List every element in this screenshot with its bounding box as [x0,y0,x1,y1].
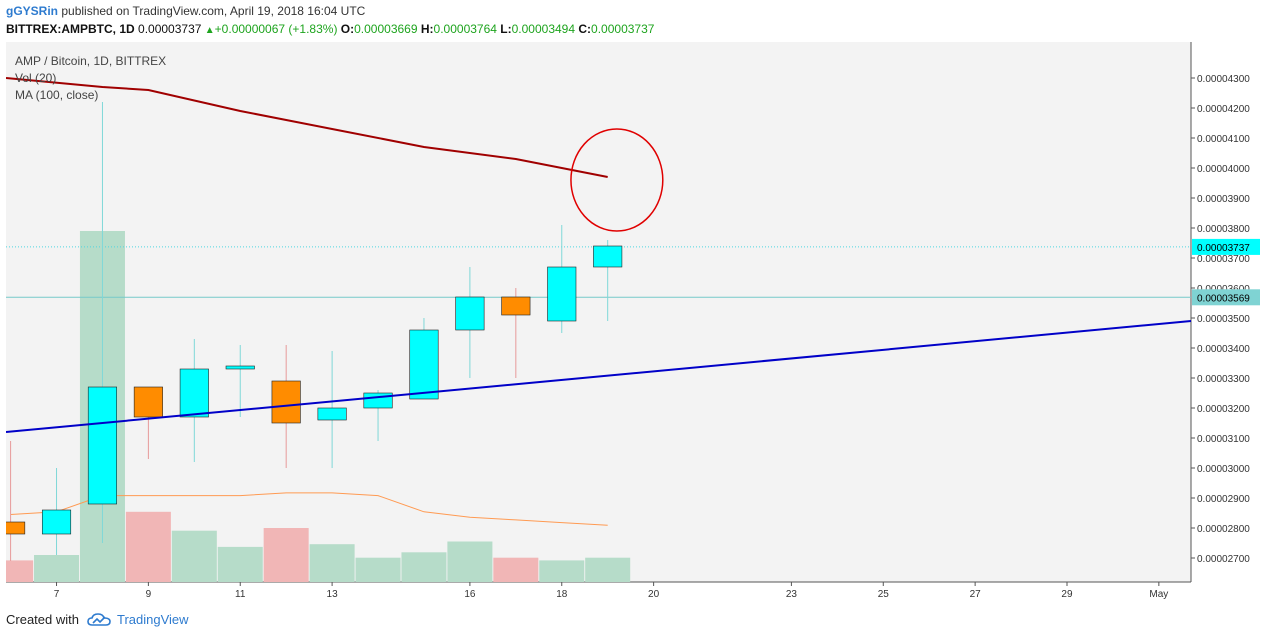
candle-body [409,329,439,400]
up-triangle-icon: ▲ [204,25,215,36]
annotation-circle [570,128,664,232]
x-tick-label: 16 [464,589,476,600]
high-label: H: [420,22,434,36]
candle-body [225,365,255,370]
x-tick-label: 9 [146,589,152,600]
x-tick-label: 20 [648,589,660,600]
price-axis-background [1191,42,1262,582]
low-label: L: [500,22,512,36]
y-tick-label: 0.00003500 [1197,314,1250,325]
y-tick-label: 0.00003700 [1197,254,1250,265]
y-tick-label: 0.00004000 [1197,164,1250,175]
volume-bar [0,560,34,582]
x-tick-label: 23 [786,589,798,600]
y-tick-label: 0.00002800 [1197,524,1250,535]
legend-volume[interactable]: Vol (20) [15,71,57,85]
y-tick-label: 0.00003800 [1197,224,1250,235]
x-tick-label: 7 [54,589,60,600]
open-value: 0.00003669 [354,22,418,36]
x-tick-label: 25 [878,589,890,600]
low-value: 0.00003494 [511,22,576,36]
y-tick-label: 0.00003200 [1197,404,1250,415]
volume-bar [585,557,631,582]
time-axis-background [6,582,1262,602]
legend-ma[interactable]: MA (100, close) [15,88,99,102]
volume-bar [539,560,585,582]
volume-bar [493,557,539,582]
close-value: 0.00003737 [591,22,655,36]
price-change: +0.00000067 (+1.83%) [214,22,338,36]
candle-body [593,245,623,268]
reference-price-label: 0.00003569 [1197,293,1250,304]
x-tick-label: 27 [970,589,982,600]
x-tick-label: 11 [235,589,246,600]
volume-bar [171,530,217,582]
plot-background [6,42,1191,582]
volume-bar [263,528,309,582]
y-tick-label: 0.00004200 [1197,104,1250,115]
footer: Created with TradingView [6,612,189,627]
y-tick-label: 0.00004300 [1197,74,1250,85]
candle-body [41,509,72,535]
ma100-line [5,77,608,178]
y-tick-label: 0.00003000 [1197,464,1250,475]
volume-bar [447,541,493,582]
last-price-label: 0.00003737 [1197,243,1250,254]
publish-info: published on TradingView.com, April 19, … [61,4,366,18]
candle-body [179,368,209,418]
x-tick-label: May [1149,589,1168,600]
volume-bar [125,511,171,582]
y-tick-label: 0.00003900 [1197,194,1250,205]
volume-bar [34,555,80,582]
x-tick-label: 29 [1061,589,1073,600]
tradingview-link[interactable]: TradingView [116,612,189,627]
high-value: 0.00003764 [433,22,497,36]
open-label: O: [340,22,355,36]
x-tick-label: 13 [327,589,339,600]
y-tick-label: 0.00002900 [1197,494,1250,505]
y-tick-label: 0.00003100 [1197,434,1250,445]
candle-body [501,296,531,316]
last-price: 0.00003737 [138,22,202,36]
volume-bar [217,546,263,582]
legend-pair[interactable]: AMP / Bitcoin, 1D, BITTREX [15,54,167,68]
volume-bar [355,557,401,582]
candle-body [133,386,163,418]
tradingview-cloud-icon [87,612,111,626]
candle-body [455,296,485,331]
x-tick-label: 18 [556,589,568,600]
chart-area[interactable]: 0.00002700 0.00002800 0.00002900 0.00003000… [0,42,1262,602]
reference-price-badge [1192,289,1260,306]
chart-legend: AMP / Bitcoin, 1D, BITTREX Vol (20) MA (… [15,53,166,104]
candle-body [0,521,26,535]
volume-bar [309,544,355,582]
candle-body [271,380,301,424]
symbol-header: BITTREX:AMPBTC, 1D 0.00003737 ▲+0.000000… [6,22,654,36]
created-with-label: Created with [6,612,79,627]
candle-body [87,386,117,505]
last-price-badge [1192,238,1260,255]
candle-body [547,266,577,322]
publish-header: gGYSRin published on TradingView.com, Ap… [6,4,365,18]
candle-body [317,407,347,421]
close-label: C: [578,22,592,36]
y-tick-label: 0.00004100 [1197,134,1250,145]
support-trendline [5,320,1192,433]
y-tick-label: 0.00003300 [1197,374,1250,385]
author-link[interactable]: gGYSRin [6,4,59,18]
symbol-label: BITTREX:AMPBTC, 1D [6,22,135,36]
y-tick-label: 0.00003400 [1197,344,1250,355]
price-chart[interactable]: 0.00002700 0.00002800 0.00002900 0.00003000… [0,42,1262,602]
y-tick-label: 0.00002700 [1197,554,1250,565]
volume-bar [401,552,447,582]
